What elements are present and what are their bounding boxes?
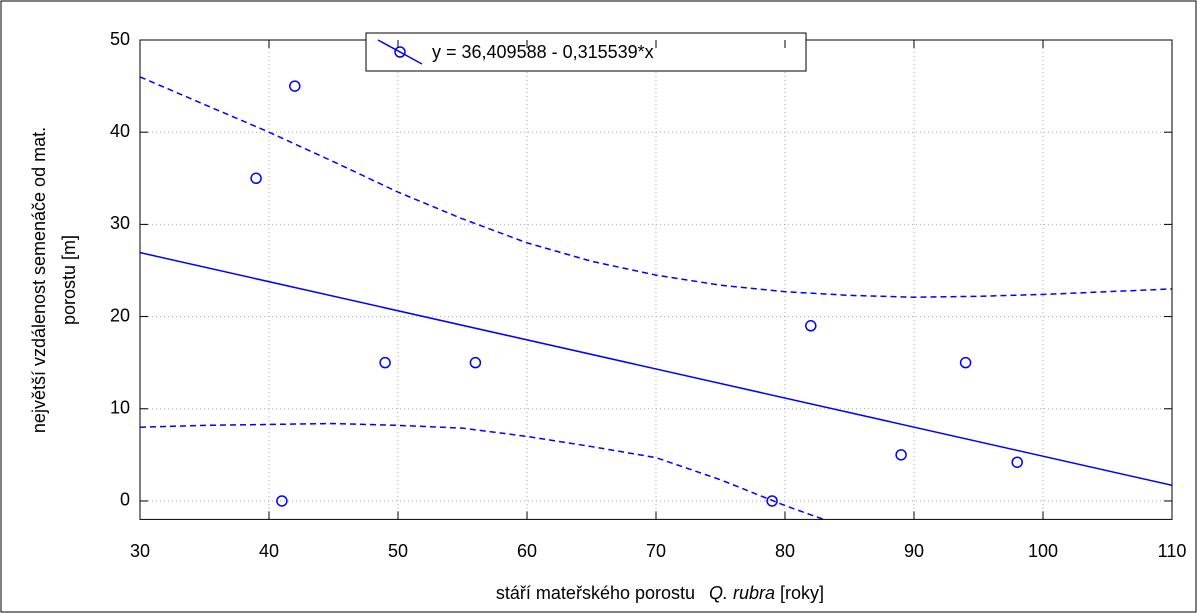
x-axis-label: stáří mateřského porostu Q. rubra [roky] — [496, 583, 824, 603]
confidence-band — [140, 76, 1172, 298]
y-tick-label: 10 — [110, 398, 130, 418]
x-label-part: stáří mateřského porostu — [496, 583, 695, 603]
data-point — [895, 449, 907, 461]
y-tick-label: 20 — [110, 305, 130, 325]
y-axis-label: největší vzdálenost semenáče od mat. — [29, 127, 49, 433]
legend-box — [365, 32, 807, 72]
data-point — [250, 172, 262, 185]
data-point — [469, 356, 482, 369]
x-tick-label: 60 — [517, 541, 537, 561]
y-tick-label: 0 — [120, 490, 130, 510]
x-tick-label: 40 — [259, 541, 279, 561]
data-point — [805, 320, 817, 332]
legend-symbol — [377, 39, 423, 65]
x-label-part: Q. rubra — [709, 583, 775, 603]
data-point — [959, 356, 972, 369]
data-point — [766, 495, 778, 507]
data-point — [289, 80, 301, 92]
legend: y = 36,409588 - 0,315539*x — [365, 32, 807, 72]
x-tick-label: 90 — [904, 541, 924, 561]
data-point — [276, 495, 288, 507]
x-tick-label: 80 — [775, 541, 795, 561]
data-point — [1011, 456, 1023, 468]
data-point — [379, 356, 391, 369]
y-tick-label: 50 — [110, 29, 130, 49]
y-tick-label: 40 — [110, 121, 130, 141]
legend-label: y = 36,409588 - 0,315539*x — [432, 42, 654, 62]
x-tick-label: 50 — [388, 541, 408, 561]
x-tick-label: 70 — [646, 541, 666, 561]
x-tick-label: 30 — [130, 541, 150, 561]
confidence-band — [140, 422, 824, 520]
y-tick-label: 30 — [110, 213, 130, 233]
y-axis-label: porostu [m] — [59, 235, 79, 325]
legend-symbol — [394, 46, 406, 58]
x-label-part: [roky] — [780, 583, 824, 603]
x-tick-label: 110 — [1158, 541, 1187, 561]
fit-line — [140, 251, 1172, 487]
plot-frame — [139, 39, 1173, 520]
x-tick-label: 100 — [1028, 541, 1058, 561]
